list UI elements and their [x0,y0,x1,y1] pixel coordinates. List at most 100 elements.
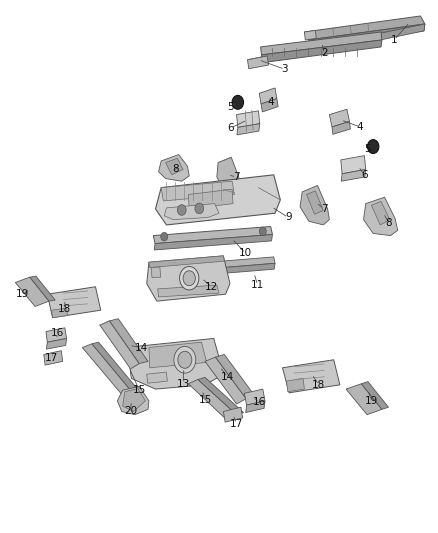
Polygon shape [149,256,224,268]
Text: 8: 8 [385,218,392,228]
Polygon shape [100,321,139,369]
Polygon shape [259,88,277,104]
Polygon shape [329,109,350,127]
Text: 6: 6 [227,123,234,133]
Polygon shape [164,204,219,220]
Polygon shape [44,351,63,365]
Polygon shape [237,111,260,127]
Polygon shape [155,175,280,225]
Text: 12: 12 [205,282,218,292]
Text: 9: 9 [285,213,292,222]
Text: 17: 17 [230,419,243,429]
Polygon shape [304,16,425,40]
Polygon shape [188,189,233,209]
Polygon shape [261,99,278,112]
Polygon shape [123,389,145,411]
Text: 5: 5 [227,102,234,111]
Text: 20: 20 [124,407,137,416]
Polygon shape [110,319,148,364]
Text: 14: 14 [134,343,148,352]
Circle shape [174,346,196,373]
Text: 10: 10 [239,248,252,258]
Text: 4: 4 [357,122,364,132]
Polygon shape [308,24,425,47]
Text: 7: 7 [233,172,240,182]
Polygon shape [244,389,265,405]
Polygon shape [46,338,67,349]
Polygon shape [283,360,340,393]
Circle shape [161,232,168,241]
Polygon shape [332,122,350,134]
Polygon shape [154,235,272,250]
Text: 8: 8 [172,165,179,174]
Polygon shape [161,181,234,201]
Polygon shape [341,156,366,174]
Polygon shape [158,285,219,297]
Polygon shape [361,382,389,409]
Polygon shape [247,56,268,69]
Polygon shape [170,257,275,272]
Circle shape [180,266,199,290]
Text: 4: 4 [267,98,274,107]
Polygon shape [166,158,183,175]
Circle shape [177,205,186,215]
Polygon shape [371,201,390,225]
Text: 16: 16 [51,328,64,338]
Polygon shape [46,328,67,342]
Text: 19: 19 [365,396,378,406]
Text: 5: 5 [364,144,371,154]
Polygon shape [246,401,265,413]
Polygon shape [300,185,329,225]
Polygon shape [170,263,275,278]
Polygon shape [153,227,272,244]
Polygon shape [15,277,49,306]
Polygon shape [151,267,161,278]
Text: 7: 7 [321,204,328,214]
Polygon shape [147,256,230,301]
Polygon shape [159,155,189,181]
Polygon shape [286,378,304,392]
Polygon shape [198,377,244,415]
Polygon shape [341,169,366,181]
Text: 18: 18 [312,380,325,390]
Circle shape [367,140,379,154]
Polygon shape [129,338,221,389]
Polygon shape [82,344,131,394]
Text: 1: 1 [391,35,398,45]
Polygon shape [30,276,55,301]
Polygon shape [346,384,382,415]
Polygon shape [215,354,255,399]
Text: 17: 17 [45,353,58,363]
Polygon shape [52,308,67,318]
Polygon shape [147,372,167,383]
Text: 16: 16 [253,398,266,407]
Polygon shape [364,197,398,236]
Text: 15: 15 [133,385,146,395]
Circle shape [178,351,192,368]
Circle shape [195,203,204,214]
Text: 3: 3 [281,64,288,74]
Text: 19: 19 [16,289,29,299]
Circle shape [259,227,266,236]
Polygon shape [217,157,240,193]
Polygon shape [304,30,316,40]
Polygon shape [237,124,260,135]
Text: 6: 6 [361,170,368,180]
Text: 14: 14 [221,373,234,382]
Text: 2: 2 [321,49,328,58]
Polygon shape [307,191,323,214]
Polygon shape [205,357,246,404]
Polygon shape [261,32,382,55]
Polygon shape [261,40,382,63]
Circle shape [232,95,244,109]
Text: 11: 11 [251,280,264,290]
Polygon shape [223,407,243,422]
Polygon shape [149,342,207,368]
Polygon shape [188,379,237,420]
Circle shape [183,271,195,286]
Polygon shape [380,24,425,40]
Text: 18: 18 [58,304,71,314]
Text: 15: 15 [198,395,212,405]
Polygon shape [117,386,149,415]
Text: 13: 13 [177,379,190,389]
